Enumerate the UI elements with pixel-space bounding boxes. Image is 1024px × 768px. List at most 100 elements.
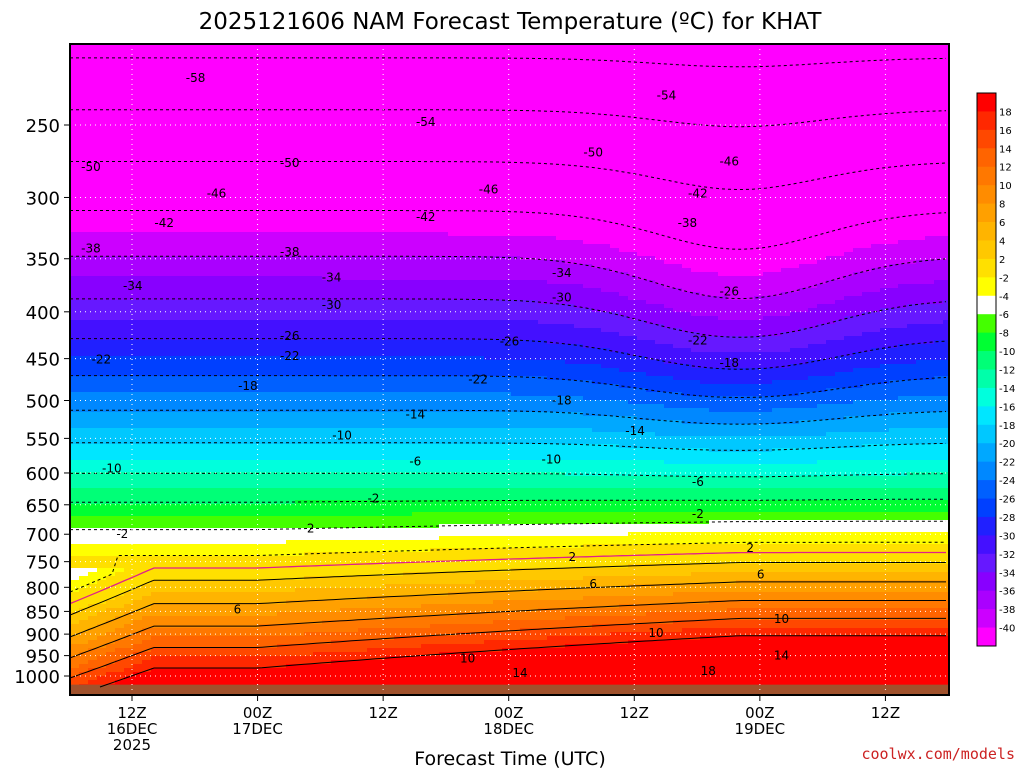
colorbar-label: 6 bbox=[999, 218, 1005, 229]
contour-label: 10 bbox=[460, 652, 475, 666]
colorbar-label: -20 bbox=[999, 439, 1015, 450]
contour-label: 2 bbox=[568, 550, 576, 564]
contour-label: -26 bbox=[500, 334, 520, 348]
contour-label: -22 bbox=[92, 353, 112, 367]
contour-label: 6 bbox=[757, 568, 765, 582]
isotherm-line bbox=[70, 617, 946, 679]
colorbar-frame bbox=[976, 92, 997, 647]
x-axis-label: Forecast Time (UTC) bbox=[414, 748, 605, 768]
colorbar-swatch bbox=[977, 185, 996, 204]
y-tick-label: 700 bbox=[26, 525, 60, 546]
x-tick-label: 12Z bbox=[620, 704, 649, 722]
x-tick-label: 18DEC bbox=[483, 720, 534, 738]
temperature-shading bbox=[70, 44, 949, 695]
contour-label: -2 bbox=[116, 527, 128, 541]
colorbar-swatch bbox=[977, 314, 996, 334]
contour-labels: -58 -54 -54 -50 -50 -50 -46 -46 -46 -42 -42 -42 -38 -… bbox=[81, 71, 789, 680]
y-tick-label: 400 bbox=[26, 303, 60, 324]
isotherm-line bbox=[70, 442, 947, 451]
contour-label: -18 bbox=[552, 394, 572, 408]
isotherm-line bbox=[70, 161, 947, 190]
y-tick-label: 550 bbox=[26, 429, 60, 450]
colorbar-swatch bbox=[977, 480, 996, 499]
isotherm-line bbox=[70, 375, 947, 398]
colorbar-label: -24 bbox=[999, 476, 1015, 487]
contour-label: -18 bbox=[719, 356, 739, 370]
x-tick-label: 00Z bbox=[745, 704, 774, 722]
isotherm-line bbox=[70, 255, 947, 300]
colorbar-label: -6 bbox=[999, 310, 1009, 321]
contour-label: -22 bbox=[280, 349, 300, 363]
y-tick-label: 1000 bbox=[14, 667, 60, 688]
grid-lines bbox=[70, 44, 949, 695]
contour-label: -10 bbox=[332, 428, 352, 442]
freezing-line bbox=[70, 551, 946, 605]
colorbar-label: -32 bbox=[999, 550, 1015, 561]
credit-text: coolwx.com/models bbox=[861, 745, 1015, 763]
y-axis: 2503003504004505005506006507007508008509… bbox=[14, 116, 70, 688]
contour-label: -22 bbox=[468, 372, 488, 386]
contour-label: -6 bbox=[409, 455, 421, 469]
colorbar-swatch bbox=[977, 258, 996, 278]
contour-label: 14 bbox=[774, 649, 789, 663]
x-tick-label: 12Z bbox=[871, 704, 900, 722]
plot-frame bbox=[69, 43, 950, 696]
y-tick-label: 800 bbox=[26, 578, 60, 599]
chart-title: 2025121606 NAM Forecast Temperature (ºC)… bbox=[199, 9, 823, 35]
contour-label: 18 bbox=[701, 664, 716, 678]
colorbar-swatch bbox=[977, 148, 996, 168]
colorbar-swatch bbox=[977, 627, 996, 647]
y-tick-label: 750 bbox=[26, 553, 60, 574]
y-tick-label: 450 bbox=[26, 350, 60, 371]
colorbar-label: -14 bbox=[999, 384, 1015, 395]
colorbar-swatch bbox=[977, 203, 996, 223]
colorbar-label: 8 bbox=[999, 200, 1005, 211]
isotherm-line bbox=[99, 635, 946, 688]
contour-label: -14 bbox=[625, 424, 645, 438]
contour-label: 6 bbox=[234, 603, 242, 617]
contour-label: -38 bbox=[678, 216, 698, 230]
colorbar-label: 18 bbox=[999, 107, 1012, 118]
y-tick-label: 650 bbox=[26, 496, 60, 517]
contour-label: -50 bbox=[583, 146, 603, 160]
x-tick-label: 12Z bbox=[117, 704, 146, 722]
contour-label: 6 bbox=[589, 577, 597, 591]
contour-label: 10 bbox=[648, 626, 663, 640]
colorbar-label: 2 bbox=[999, 255, 1005, 266]
colorbar-swatch bbox=[977, 535, 996, 555]
contour-label: 2 bbox=[307, 522, 315, 536]
colorbar-label: -22 bbox=[999, 458, 1015, 469]
contour-label: -50 bbox=[280, 156, 300, 170]
isotherm-line bbox=[70, 210, 947, 250]
y-tick-label: 600 bbox=[26, 464, 60, 485]
contour-label: 10 bbox=[774, 612, 789, 626]
isotherm-line bbox=[70, 338, 947, 370]
contour-label: -26 bbox=[280, 329, 300, 343]
contour-label: -14 bbox=[406, 408, 426, 422]
y-tick-label: 950 bbox=[26, 647, 60, 668]
contour-label: -30 bbox=[322, 298, 342, 312]
colorbar-label: -10 bbox=[999, 347, 1015, 358]
contour-label: 14 bbox=[512, 666, 527, 680]
colorbar-swatch bbox=[977, 332, 996, 352]
contour-label: -18 bbox=[238, 379, 258, 393]
colorbar-swatch bbox=[977, 166, 996, 186]
isotherm-line bbox=[70, 498, 946, 503]
colorbar-swatch bbox=[977, 461, 996, 481]
x-tick-label: 00Z bbox=[243, 704, 272, 722]
y-tick-label: 300 bbox=[26, 188, 60, 209]
isotherm-line bbox=[70, 600, 946, 659]
colorbar-swatch bbox=[977, 93, 996, 112]
contour-label: -46 bbox=[479, 182, 499, 196]
contour-label: -6 bbox=[692, 475, 704, 489]
contour-label: -34 bbox=[322, 271, 342, 285]
colorbar-swatch bbox=[977, 443, 996, 463]
y-tick-label: 250 bbox=[26, 116, 60, 137]
contour-label: -26 bbox=[719, 284, 739, 298]
colorbar-swatch bbox=[977, 516, 996, 536]
colorbar-label: -34 bbox=[999, 568, 1015, 579]
y-tick-label: 850 bbox=[26, 602, 60, 623]
contour-label: -54 bbox=[657, 88, 677, 102]
colorbar-label: -18 bbox=[999, 421, 1015, 432]
